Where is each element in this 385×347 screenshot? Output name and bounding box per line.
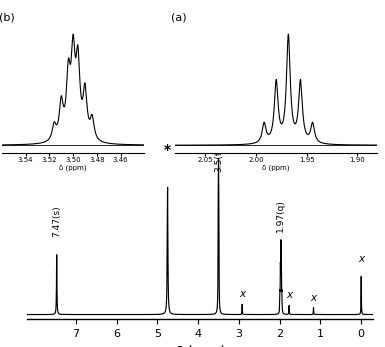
Text: 7.47(s): 7.47(s) <box>52 205 61 237</box>
Text: (a): (a) <box>171 13 187 23</box>
Text: 1.97(q): 1.97(q) <box>276 199 285 232</box>
X-axis label: δ (ppm): δ (ppm) <box>263 164 290 171</box>
Text: x: x <box>310 293 316 303</box>
Text: (b): (b) <box>0 13 15 23</box>
Text: x: x <box>239 289 245 299</box>
X-axis label: δ (ppm): δ (ppm) <box>176 345 225 347</box>
Text: 3.5(t): 3.5(t) <box>214 146 223 171</box>
X-axis label: δ (ppm): δ (ppm) <box>59 164 87 171</box>
Text: x: x <box>286 290 292 301</box>
Text: x: x <box>358 254 364 264</box>
Text: *: * <box>164 143 171 158</box>
